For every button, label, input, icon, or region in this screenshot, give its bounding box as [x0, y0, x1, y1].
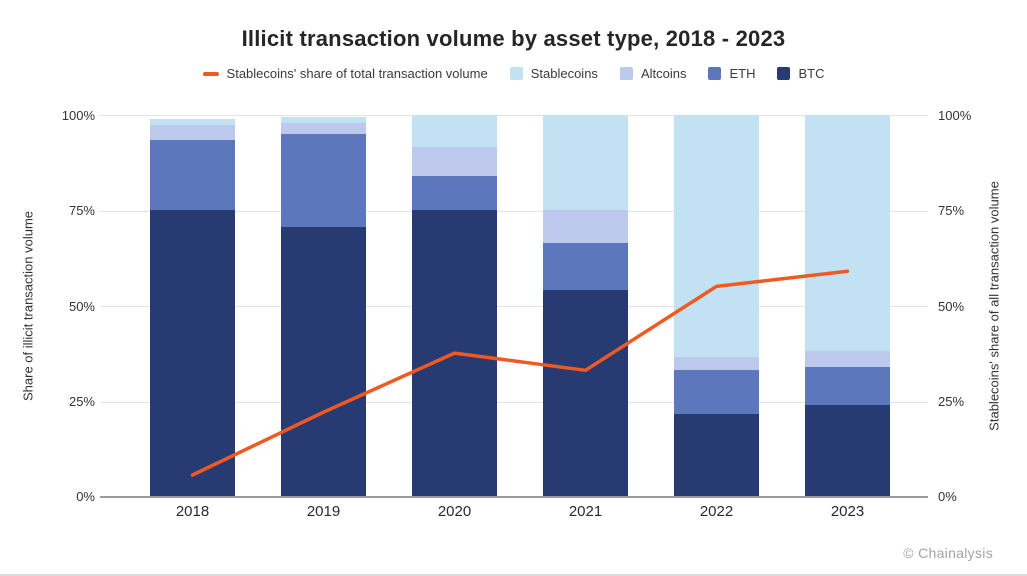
bar-segment-altcoins-2018[interactable]	[150, 124, 235, 140]
legend-label: Stablecoins	[530, 66, 598, 81]
x-axis-label-2019: 2019	[306, 503, 341, 520]
bar-2023[interactable]	[805, 115, 890, 496]
bar-2019[interactable]	[281, 117, 366, 496]
bar-segment-stablecoins-2022[interactable]	[674, 115, 759, 358]
bar-2018[interactable]	[150, 118, 235, 496]
swatch-icon	[619, 67, 633, 80]
bar-segment-altcoins-2022[interactable]	[674, 357, 759, 371]
legend-item-eth[interactable]: ETH	[708, 66, 755, 81]
bar-2021[interactable]	[543, 115, 628, 496]
x-axis-label-2023: 2023	[830, 503, 865, 520]
right-axis-tick: 100%	[938, 108, 972, 123]
bar-segment-eth-2020[interactable]	[412, 175, 497, 211]
bar-2020[interactable]	[412, 114, 497, 496]
swatch-icon	[777, 67, 791, 80]
bar-segment-stablecoins-2019[interactable]	[281, 117, 366, 123]
bar-segment-btc-2021[interactable]	[543, 290, 628, 496]
bar-segment-eth-2023[interactable]	[805, 366, 890, 405]
bar-segment-eth-2019[interactable]	[281, 134, 366, 228]
right-axis-title: Stablecoins' share of all transaction vo…	[986, 181, 1002, 431]
x-axis-label-2021: 2021	[568, 503, 603, 520]
legend-item-altcoins[interactable]: Altcoins	[619, 66, 687, 81]
bar-segment-stablecoins-2020[interactable]	[412, 114, 497, 148]
right-axis-tick: 50%	[938, 299, 965, 314]
x-axis-label-2020: 2020	[437, 503, 472, 520]
bar-segment-stablecoins-2023[interactable]	[805, 115, 890, 352]
x-axis-line	[100, 496, 928, 498]
bar-segment-eth-2021[interactable]	[543, 242, 628, 291]
left-axis-tick: 25%	[68, 394, 95, 409]
line-swatch-icon	[202, 71, 219, 76]
left-axis-title: Share of illicit transaction volume	[20, 210, 36, 402]
legend: Stablecoins' share of total transaction …	[0, 66, 1027, 81]
left-axis-tick: 0%	[76, 489, 95, 504]
right-axis-tick: 0%	[938, 489, 957, 504]
gridline-100pct	[100, 115, 928, 116]
plot-area	[100, 114, 928, 498]
left-axis-tick: 100%	[61, 108, 95, 123]
bar-segment-stablecoins-2021[interactable]	[543, 115, 628, 211]
legend-item-stablecoins-share-line[interactable]: Stablecoins' share of total transaction …	[202, 66, 488, 81]
legend-item-stablecoins[interactable]: Stablecoins	[509, 66, 598, 81]
left-axis-tick: 50%	[68, 299, 95, 314]
bar-segment-stablecoins-2018[interactable]	[150, 118, 235, 125]
right-axis-tick: 25%	[938, 394, 965, 409]
legend-label: Stablecoins' share of total transaction …	[226, 66, 488, 81]
legend-label: Altcoins	[640, 66, 687, 81]
legend-item-btc[interactable]: BTC	[777, 66, 824, 81]
left-axis-tick: 75%	[68, 203, 95, 218]
legend-label: BTC	[798, 66, 825, 81]
gridline-75pct	[100, 211, 928, 212]
bar-segment-altcoins-2021[interactable]	[543, 210, 628, 243]
legend-label: ETH	[729, 66, 756, 81]
swatch-icon	[509, 67, 523, 80]
bar-segment-altcoins-2019[interactable]	[281, 122, 366, 135]
bar-segment-eth-2022[interactable]	[674, 370, 759, 415]
bar-segment-btc-2022[interactable]	[674, 414, 759, 496]
bar-segment-eth-2018[interactable]	[150, 139, 235, 211]
attribution: © Chainalysis	[903, 545, 993, 561]
swatch-icon	[708, 67, 722, 80]
bar-segment-btc-2018[interactable]	[150, 210, 235, 496]
bar-segment-altcoins-2023[interactable]	[805, 351, 890, 367]
right-axis-tick: 75%	[938, 203, 965, 218]
bar-2022[interactable]	[674, 115, 759, 496]
bar-segment-btc-2020[interactable]	[412, 210, 497, 496]
bar-segment-btc-2023[interactable]	[805, 404, 890, 496]
x-axis-label-2022: 2022	[699, 503, 734, 520]
x-axis-label-2018: 2018	[175, 503, 210, 520]
chart-title: Illicit transaction volume by asset type…	[241, 26, 786, 51]
bar-segment-altcoins-2020[interactable]	[412, 147, 497, 176]
bar-segment-btc-2019[interactable]	[281, 227, 366, 496]
